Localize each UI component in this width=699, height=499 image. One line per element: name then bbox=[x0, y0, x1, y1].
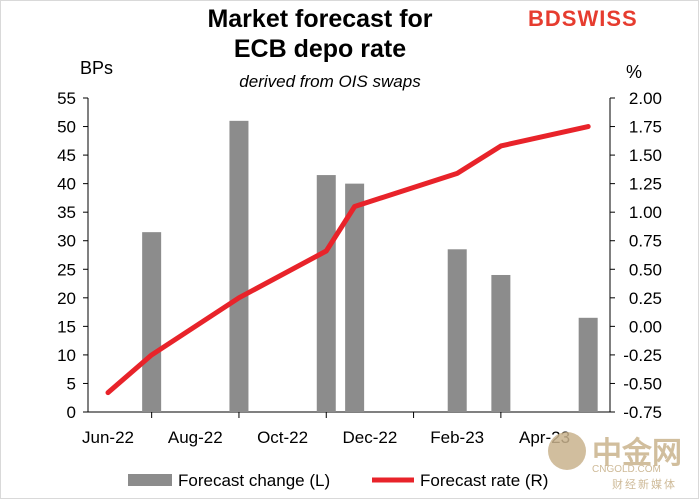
x-tick-label: Dec-22 bbox=[343, 428, 398, 447]
chart-title-line2: ECB depo rate bbox=[233, 35, 407, 63]
right-tick-label: -0.50 bbox=[623, 374, 662, 393]
bar bbox=[447, 249, 467, 412]
x-tick-label: Aug-22 bbox=[168, 428, 223, 447]
left-tick-label: 0 bbox=[67, 403, 76, 422]
left-tick-label: 30 bbox=[57, 232, 76, 251]
watermark-main-text: 中金网 bbox=[592, 437, 682, 470]
right-tick-label: 1.75 bbox=[629, 118, 662, 137]
left-tick-label: 50 bbox=[57, 118, 76, 137]
right-axis-unit: % bbox=[626, 62, 643, 82]
legend-swatch-bar bbox=[128, 474, 172, 486]
right-tick-label: 1.00 bbox=[629, 203, 662, 222]
chart-title-line1: Market forecast for bbox=[207, 5, 433, 33]
watermark-tagline: 财经新媒体 bbox=[612, 479, 677, 491]
left-tick-label: 15 bbox=[57, 317, 76, 336]
bar bbox=[229, 120, 249, 412]
x-tick-label: Oct-22 bbox=[257, 428, 308, 447]
watermark-domain: CNGOLD.COM bbox=[592, 464, 661, 475]
left-tick-label: 45 bbox=[57, 146, 76, 165]
bar bbox=[345, 183, 365, 412]
right-tick-label: -0.75 bbox=[623, 403, 662, 422]
x-tick-label: Jun-22 bbox=[82, 428, 134, 447]
left-tick-label: 35 bbox=[57, 203, 76, 222]
forecast-rate-line bbox=[105, 124, 591, 396]
right-tick-label: 1.25 bbox=[629, 175, 662, 194]
bar bbox=[578, 317, 598, 412]
right-tick-label: 1.50 bbox=[629, 146, 662, 165]
right-tick-label: -0.25 bbox=[623, 346, 662, 365]
right-tick-label: 2.00 bbox=[629, 89, 662, 108]
right-tick-label: 0.00 bbox=[629, 317, 662, 336]
left-tick-label: 55 bbox=[57, 89, 76, 108]
left-tick-label: 40 bbox=[57, 175, 76, 194]
left-tick-label: 10 bbox=[57, 346, 76, 365]
legend-label-line: Forecast rate (R) bbox=[420, 471, 548, 490]
bar bbox=[316, 175, 336, 412]
right-tick-label: 0.75 bbox=[629, 232, 662, 251]
left-tick-label: 5 bbox=[67, 374, 76, 393]
left-axis-unit: BPs bbox=[80, 58, 114, 78]
bar bbox=[491, 274, 511, 412]
x-tick-label: Feb-23 bbox=[430, 428, 484, 447]
left-tick-label: 25 bbox=[57, 260, 76, 279]
watermark-circle-icon bbox=[548, 432, 586, 470]
right-tick-label: 0.25 bbox=[629, 289, 662, 308]
legend-label-bar: Forecast change (L) bbox=[178, 471, 330, 490]
left-tick-label: 20 bbox=[57, 289, 76, 308]
right-tick-label: 0.50 bbox=[629, 260, 662, 279]
chart-subtitle: derived from OIS swaps bbox=[239, 72, 421, 91]
watermark-logo: 中金网 CNGOLD.COM 财经新媒体 bbox=[548, 426, 688, 492]
brand-logo: BDSWISS bbox=[528, 6, 638, 31]
bar bbox=[142, 232, 162, 412]
